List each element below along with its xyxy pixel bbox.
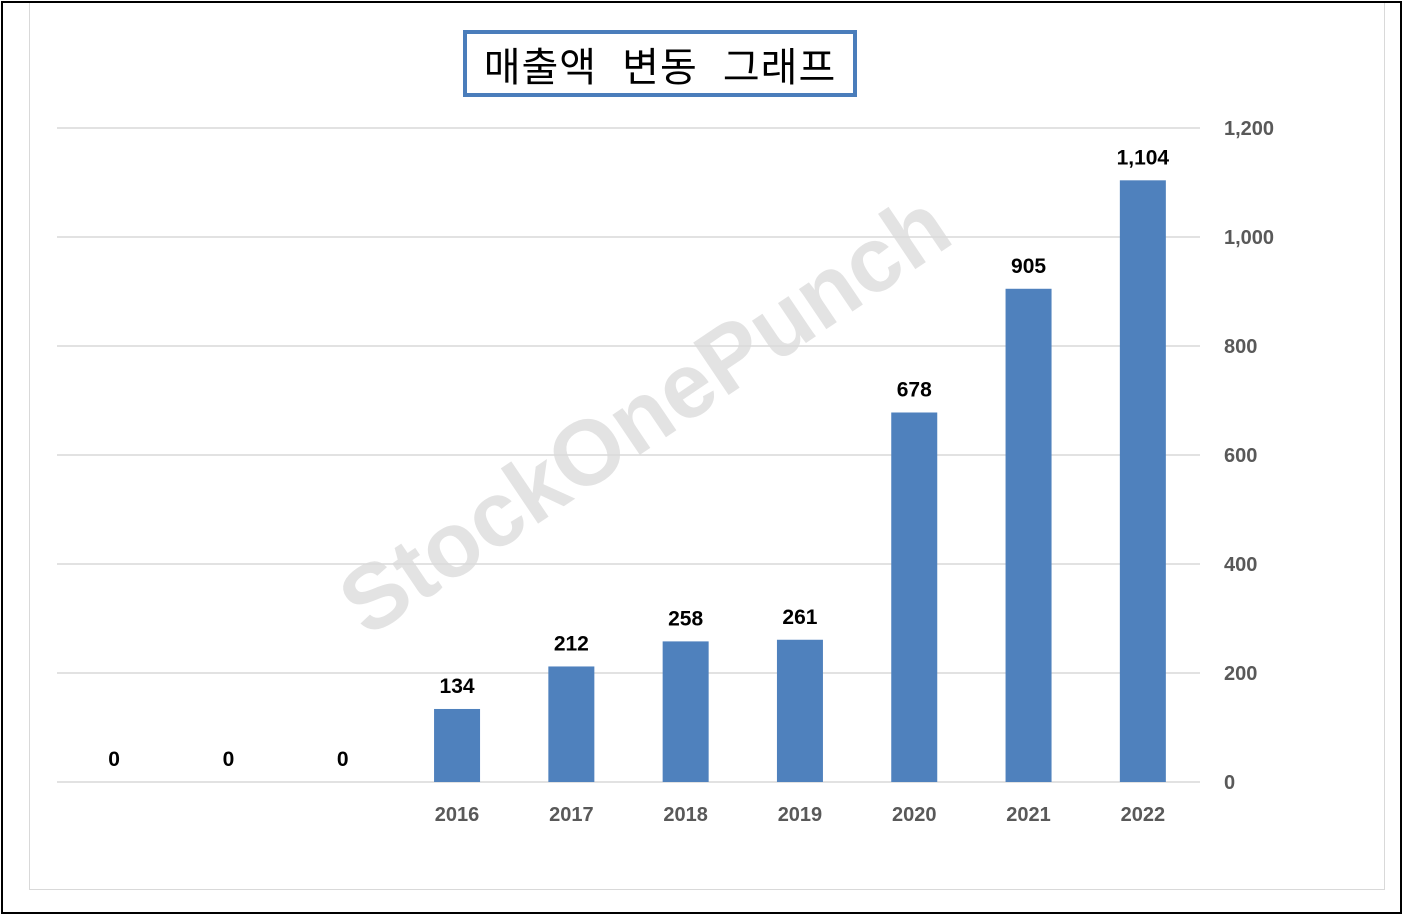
data-label: 905 [1011, 255, 1046, 278]
y-axis-ticks: 0 200 400 600 800 1,000 1,200 [1224, 118, 1274, 794]
data-label: 1,104 [1117, 146, 1170, 169]
data-label: 0 [108, 748, 120, 771]
x-tick-label: 2019 [778, 804, 823, 826]
bar [434, 708, 481, 782]
x-tick-label: 2020 [892, 804, 937, 826]
data-label: 678 [897, 378, 932, 401]
bar [776, 639, 823, 782]
bar [662, 641, 709, 782]
x-tick-label: 2021 [1006, 804, 1051, 826]
x-tick-label: 2018 [663, 804, 708, 826]
y-tick-label: 200 [1224, 663, 1257, 685]
bars [434, 180, 1166, 782]
data-label: 0 [223, 748, 235, 771]
plot-area-frame [29, 3, 1385, 890]
chart-title: 매출액 변동 그래프 [483, 44, 837, 91]
chart-title-box: 매출액 변동 그래프 [463, 30, 857, 97]
x-tick-label: 2016 [435, 804, 480, 826]
y-tick-label: 800 [1224, 336, 1257, 358]
y-tick-label: 1,200 [1224, 118, 1274, 140]
x-tick-label: 2022 [1121, 804, 1166, 826]
data-label: 258 [668, 607, 703, 630]
data-label: 212 [554, 632, 589, 655]
x-tick-label: 2017 [549, 804, 594, 826]
bar [548, 666, 595, 782]
bar [1005, 288, 1052, 782]
y-tick-label: 1,000 [1224, 227, 1274, 249]
watermark-text: StockOnePunch [322, 173, 968, 655]
y-tick-label: 0 [1224, 772, 1235, 794]
data-label: 261 [782, 606, 817, 629]
bar [1119, 180, 1166, 782]
y-tick-label: 400 [1224, 554, 1257, 576]
data-labels: 0 0 0 134 212 258 261 678 905 1,104 [108, 146, 1169, 771]
y-tick-label: 600 [1224, 445, 1257, 467]
data-label: 0 [337, 748, 349, 771]
x-axis-ticks: 2016 2017 2018 2019 2020 2021 2022 [435, 804, 1165, 826]
bar [891, 412, 938, 782]
data-label: 134 [440, 675, 475, 698]
